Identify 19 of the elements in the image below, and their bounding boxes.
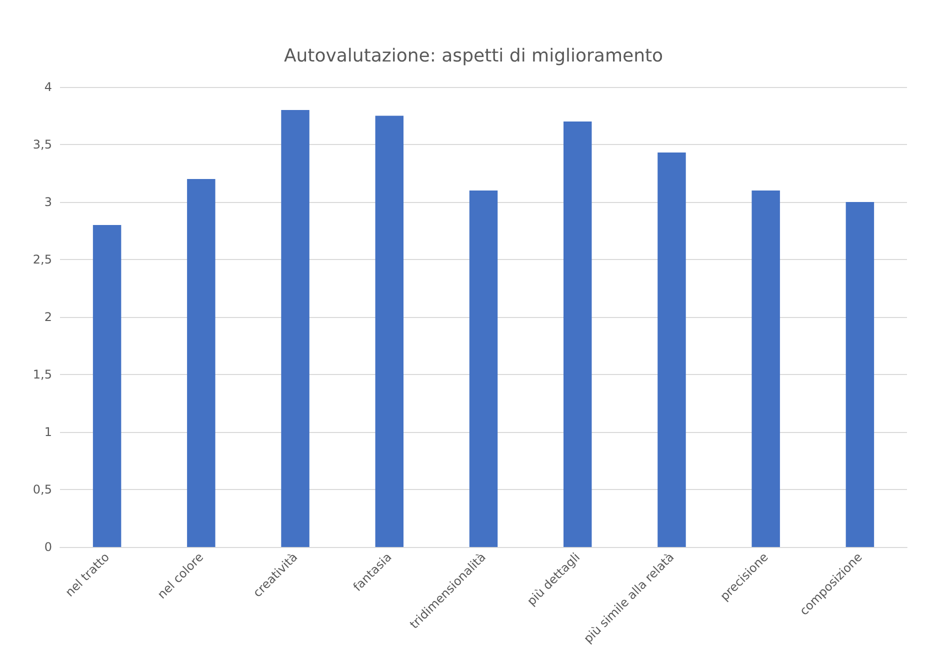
bar bbox=[469, 190, 498, 547]
bar bbox=[187, 179, 216, 547]
y-tick-label: 2,5 bbox=[32, 252, 52, 266]
y-tick-label: 0,5 bbox=[32, 482, 52, 496]
y-tick-label: 2 bbox=[44, 310, 52, 324]
y-tick-label: 3 bbox=[44, 195, 52, 209]
bar bbox=[658, 152, 686, 547]
y-tick-label: 4 bbox=[44, 80, 52, 94]
bar bbox=[92, 225, 122, 547]
bar bbox=[846, 202, 874, 547]
bar bbox=[563, 122, 592, 547]
chart-title: Autovalutazione: aspetti di miglioramento bbox=[284, 46, 664, 66]
bar bbox=[752, 190, 780, 547]
y-tick-label: 0 bbox=[44, 540, 52, 554]
y-tick-label: 3,5 bbox=[32, 138, 52, 152]
bar bbox=[375, 116, 404, 547]
bar bbox=[281, 110, 310, 547]
y-tick-label: 1,5 bbox=[32, 368, 52, 382]
y-tick-label: 1 bbox=[44, 425, 52, 439]
